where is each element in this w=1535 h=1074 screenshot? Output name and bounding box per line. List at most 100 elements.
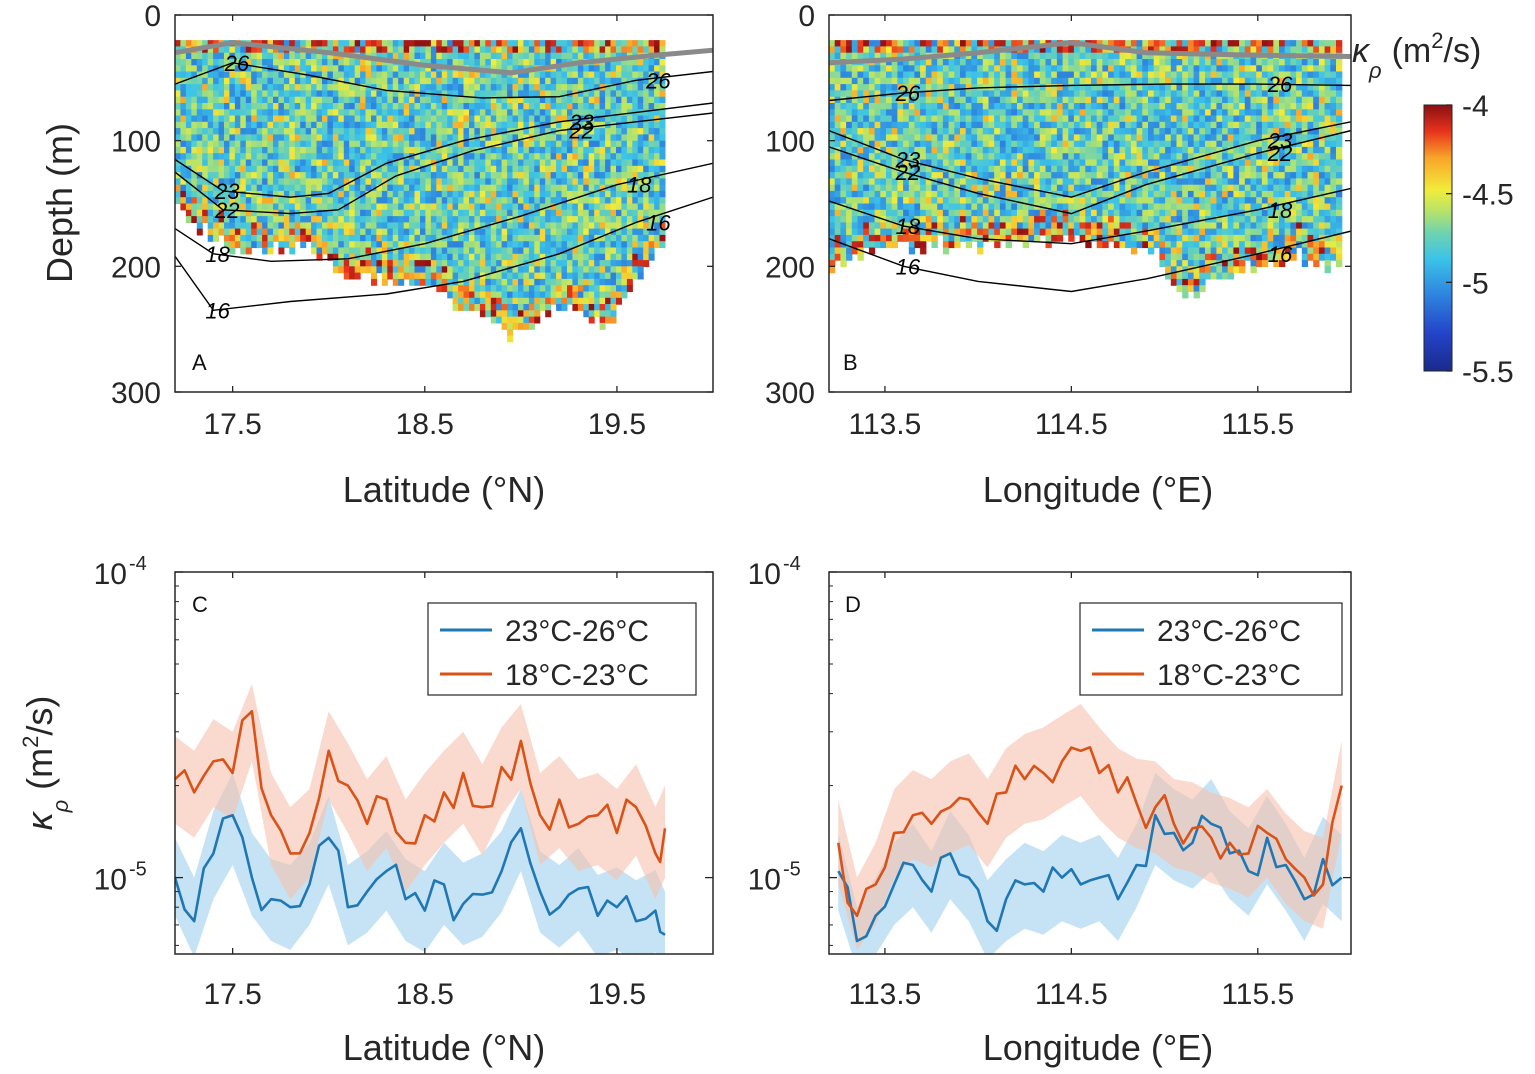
heatmap-cell bbox=[1017, 172, 1024, 179]
heatmap-cell bbox=[988, 197, 995, 205]
heatmap-cell bbox=[512, 310, 519, 318]
heatmap-cell bbox=[550, 84, 557, 91]
heatmap-cell bbox=[594, 266, 601, 274]
heatmap-cell bbox=[556, 46, 563, 54]
heatmap-cell bbox=[251, 197, 258, 205]
heatmap-cell bbox=[931, 84, 938, 91]
heatmap-cell bbox=[338, 190, 345, 198]
heatmap-cell bbox=[539, 285, 546, 293]
heatmap-cell bbox=[914, 109, 921, 117]
heatmap-cell bbox=[523, 40, 530, 47]
heatmap-cell bbox=[556, 178, 563, 186]
heatmap-cell bbox=[577, 159, 584, 167]
heatmap-cell bbox=[501, 90, 508, 98]
heatmap-cell bbox=[626, 222, 633, 230]
heatmap-cell bbox=[616, 178, 622, 186]
heatmap-cell bbox=[1062, 115, 1069, 123]
heatmap-cell bbox=[398, 234, 405, 242]
heatmap-cell bbox=[490, 90, 497, 98]
heatmap-cell bbox=[539, 128, 546, 135]
heatmap-cell bbox=[891, 109, 898, 117]
heatmap-cell bbox=[994, 121, 1001, 129]
heatmap-cell bbox=[518, 260, 524, 267]
heatmap-cell bbox=[452, 272, 459, 280]
heatmap-cell bbox=[452, 197, 459, 205]
heatmap-cell bbox=[567, 65, 573, 73]
heatmap-cell bbox=[278, 159, 285, 167]
heatmap-cell bbox=[387, 140, 394, 148]
heatmap-cell bbox=[256, 197, 263, 205]
heatmap-cell bbox=[403, 222, 410, 230]
heatmap-cell bbox=[572, 77, 579, 85]
heatmap-cell bbox=[908, 203, 916, 211]
heatmap-cell bbox=[360, 40, 367, 47]
heatmap-cell bbox=[654, 190, 661, 198]
heatmap-cell bbox=[213, 121, 220, 129]
heatmap-cell bbox=[289, 241, 296, 249]
heatmap-cell bbox=[376, 140, 383, 148]
heatmap-cell bbox=[616, 52, 622, 60]
heatmap-cell bbox=[240, 159, 247, 167]
heatmap-cell bbox=[289, 216, 296, 223]
heatmap-cell bbox=[572, 247, 579, 255]
heatmap-cell bbox=[1005, 140, 1012, 148]
heatmap-cell bbox=[988, 40, 995, 47]
heatmap-cell bbox=[267, 209, 274, 217]
heatmap-cell bbox=[834, 216, 841, 223]
heatmap-cell bbox=[931, 71, 938, 79]
heatmap-cell bbox=[528, 297, 535, 305]
heatmap-cell bbox=[588, 278, 595, 286]
heatmap-cell bbox=[534, 109, 541, 117]
heatmap-cell bbox=[960, 59, 967, 66]
heatmap-cell bbox=[175, 140, 181, 148]
heatmap-cell bbox=[490, 285, 497, 293]
heatmap-cell bbox=[403, 241, 410, 249]
heatmap-cell bbox=[376, 228, 383, 236]
heatmap-cell bbox=[316, 228, 323, 236]
heatmap-cell bbox=[846, 190, 853, 198]
heatmap-cell bbox=[381, 77, 388, 85]
heatmap-cell bbox=[1028, 203, 1035, 211]
heatmap-cell bbox=[1085, 90, 1092, 98]
heatmap-cell bbox=[605, 209, 612, 217]
heatmap-cell bbox=[863, 165, 870, 173]
heatmap-cell bbox=[539, 159, 546, 167]
heatmap-cell bbox=[234, 153, 241, 161]
heatmap-cell bbox=[474, 253, 481, 261]
heatmap-cell bbox=[501, 310, 508, 318]
heatmap-cell bbox=[545, 90, 552, 98]
heatmap-cell bbox=[1045, 109, 1052, 117]
heatmap-cell bbox=[414, 216, 421, 223]
heatmap-cell bbox=[886, 234, 893, 242]
heatmap-cell bbox=[360, 140, 367, 148]
heatmap-cell bbox=[1079, 184, 1086, 192]
heatmap-cell bbox=[528, 241, 535, 249]
heatmap-cell bbox=[654, 146, 661, 154]
heatmap-cell bbox=[512, 40, 519, 47]
heatmap-cell bbox=[874, 40, 881, 47]
heatmap-cell bbox=[441, 203, 448, 211]
heatmap-cell bbox=[545, 109, 552, 117]
heatmap-cell bbox=[863, 84, 870, 91]
heatmap-cell bbox=[659, 40, 666, 47]
heatmap-cell bbox=[349, 84, 356, 91]
heatmap-cell bbox=[420, 146, 426, 154]
heatmap-cell bbox=[425, 103, 432, 110]
heatmap-cell bbox=[594, 203, 601, 211]
heatmap-cell bbox=[278, 140, 285, 148]
heatmap-cell bbox=[528, 115, 535, 123]
heatmap-cell bbox=[914, 153, 921, 161]
heatmap-cell bbox=[447, 128, 454, 135]
heatmap-cell bbox=[518, 134, 524, 142]
heatmap-cell bbox=[392, 103, 399, 110]
heatmap-cell bbox=[202, 165, 209, 173]
heatmap-cell bbox=[834, 197, 841, 205]
heatmap-cell bbox=[327, 253, 334, 261]
heatmap-cell bbox=[528, 178, 535, 186]
heatmap-cell bbox=[982, 178, 990, 186]
heatmap-cell bbox=[908, 84, 916, 91]
heatmap-cell bbox=[903, 121, 910, 129]
heatmap-cell bbox=[273, 140, 279, 148]
heatmap-cell bbox=[965, 184, 972, 192]
heatmap-cell bbox=[1079, 216, 1086, 223]
